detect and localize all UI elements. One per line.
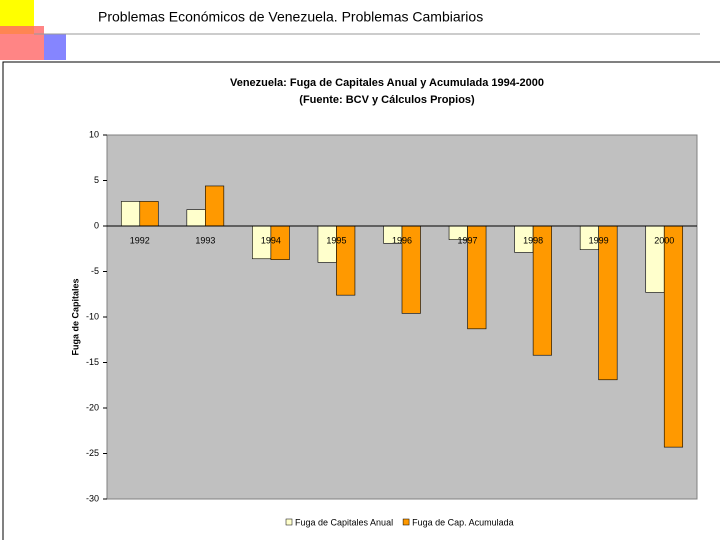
legend-swatch: [285, 518, 293, 526]
x-tick-label: 1996: [392, 235, 412, 245]
y-tick-label: -30: [86, 493, 99, 503]
bar: [120, 201, 141, 227]
x-tick-label: 1997: [458, 235, 478, 245]
bar: [532, 225, 552, 356]
y-tick-label: -25: [86, 448, 99, 458]
y-tick-label: -15: [86, 357, 99, 367]
bar: [663, 225, 684, 448]
bar: [139, 201, 159, 227]
y-tick-label: -5: [91, 266, 99, 276]
y-tick-label: -10: [86, 311, 99, 321]
x-tick-label: 1998: [523, 235, 543, 245]
chart-subtitle: (Fuente: BCV y Cálculos Propios): [299, 94, 475, 106]
bar: [186, 209, 206, 227]
slide-title: Problemas Económicos de Venezuela. Probl…: [98, 9, 483, 25]
legend-label: Fuga de Cap. Acumulada: [412, 517, 514, 527]
y-tick-label: 0: [94, 220, 99, 230]
legend-label: Fuga de Capitales Anual: [295, 517, 393, 527]
x-tick-label: 1995: [326, 235, 346, 245]
y-tick-label: 10: [89, 129, 99, 139]
bar: [598, 225, 618, 381]
y-axis-label: Fuga de Capitales: [70, 278, 80, 355]
y-tick-label: -20: [86, 402, 99, 412]
y-tick-label: 5: [94, 175, 99, 185]
bar: [205, 185, 225, 227]
x-tick-label: 2000: [654, 235, 674, 245]
x-tick-label: 1993: [195, 235, 215, 245]
x-tick-label: 1994: [261, 235, 281, 245]
legend-swatch: [402, 518, 410, 526]
decor-square: [44, 34, 66, 60]
decor-square: [0, 26, 44, 60]
x-tick-label: 1999: [589, 235, 609, 245]
x-tick-label: 1992: [130, 235, 150, 245]
chart-title: Venezuela: Fuga de Capitales Anual y Acu…: [230, 77, 544, 89]
